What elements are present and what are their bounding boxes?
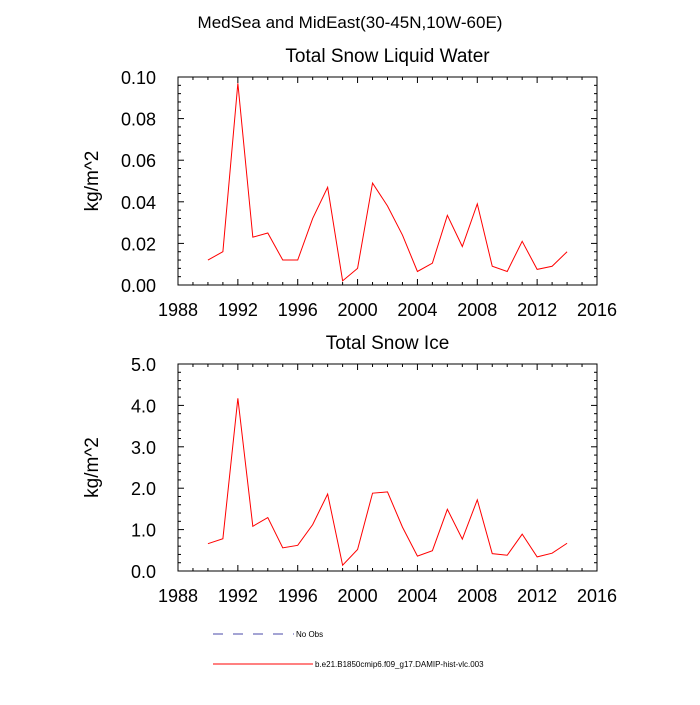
x-tick-label: 1988 <box>158 300 198 320</box>
series-line-1 <box>207 83 568 282</box>
plot-frame <box>177 76 598 286</box>
chart-panels: Total Snow Liquid Water kg/m^2 1988 1992 199… <box>82 46 617 606</box>
legend: No Obs b.e21.B1850cmip6.f09_g17.DAMIP-his… <box>213 630 484 669</box>
x-tick-label: 1988 <box>158 586 198 606</box>
legend-item-2: b.e21.B1850cmip6.f09_g17.DAMIP-hist-vlc.… <box>213 660 484 669</box>
x-tick-label: 2016 <box>577 586 617 606</box>
legend-item-1: No Obs <box>213 630 323 639</box>
legend-label: No Obs <box>296 630 323 639</box>
x-tick-label: 1992 <box>218 586 258 606</box>
x-tick-label: 2000 <box>338 300 378 320</box>
x-tick-label: 2012 <box>517 300 557 320</box>
y-tick-label: 0.10 <box>121 68 156 88</box>
y-tick-label: 3.0 <box>131 438 156 458</box>
legend-label: b.e21.B1850cmip6.f09_g17.DAMIP-hist-vlc.… <box>315 660 484 669</box>
x-tick-label: 1996 <box>278 586 318 606</box>
x-tick-label: 2000 <box>338 586 378 606</box>
x-tick-label: 2004 <box>397 300 437 320</box>
y-tick-label: 0.02 <box>121 234 156 254</box>
y-tick-label: 4.0 <box>131 396 156 416</box>
x-tick-label: 2004 <box>397 586 437 606</box>
y-tick-label: 0.00 <box>121 276 156 296</box>
x-tick-label: 2012 <box>517 586 557 606</box>
y-axis-label: kg/m^2 <box>82 151 103 212</box>
chart-title: Total Snow Liquid Water <box>285 46 490 67</box>
y-tick-label: 0.0 <box>131 562 156 582</box>
y-tick-label: 0.08 <box>121 110 156 130</box>
y-tick-label: 1.0 <box>131 521 156 541</box>
series-line-1 <box>207 398 568 567</box>
y-tick-label: 5.0 <box>131 355 156 375</box>
y-tick-label: 0.06 <box>121 151 156 171</box>
x-tick-label: 2008 <box>457 300 497 320</box>
plot-frame <box>177 363 598 572</box>
x-tick-label: 2016 <box>577 300 617 320</box>
x-tick-label: 1992 <box>218 300 258 320</box>
chart-panel-1: Total Snow Liquid Water kg/m^2 1988 1992 199… <box>82 46 617 320</box>
figure-title: MedSea and MidEast(30-45N,10W-60E) <box>198 13 503 32</box>
y-axis-label: kg/m^2 <box>82 437 103 498</box>
x-tick-label: 1996 <box>278 300 318 320</box>
x-tick-label: 2008 <box>457 586 497 606</box>
chart-title: Total Snow Ice <box>326 333 450 354</box>
y-tick-label: 2.0 <box>131 479 156 499</box>
y-tick-label: 0.04 <box>121 193 156 213</box>
chart-panel-2: Total Snow Ice kg/m^2 1988 1992 1996 2000 2004… <box>82 333 617 606</box>
